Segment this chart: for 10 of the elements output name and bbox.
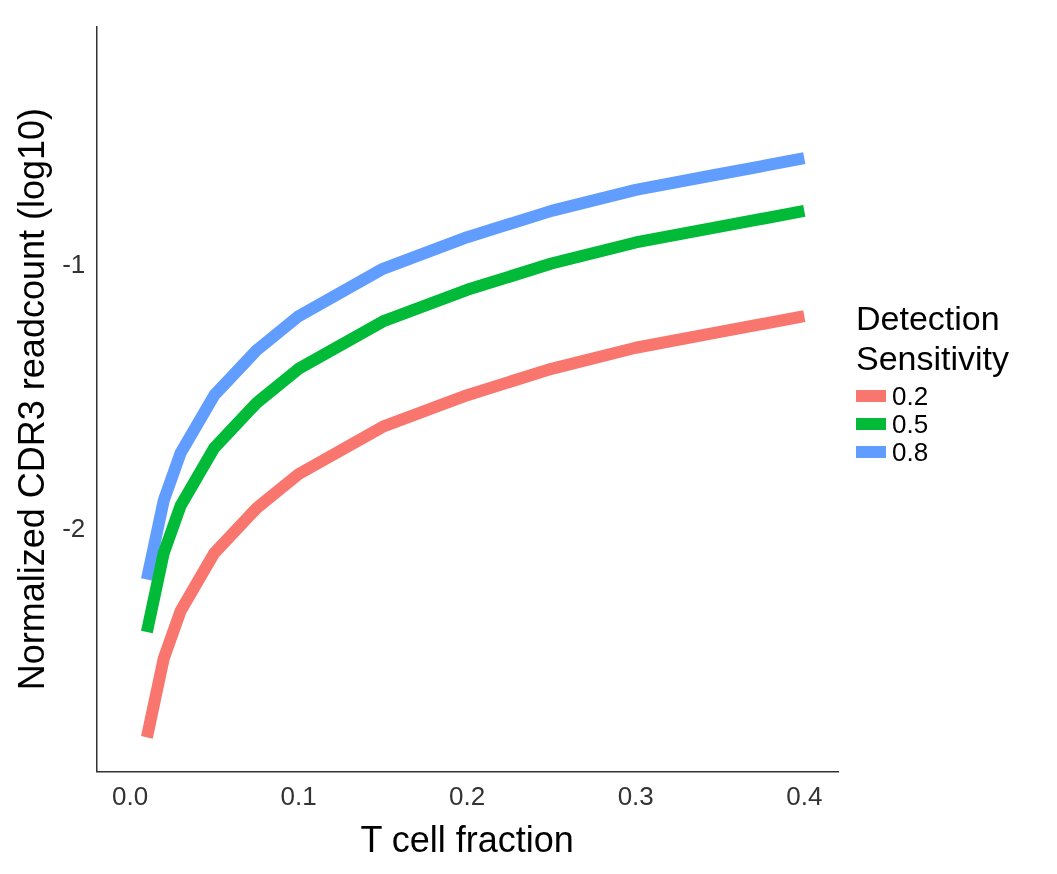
x-tick-label: 0.2 — [449, 781, 486, 812]
x-axis-title: T cell fraction — [360, 819, 574, 861]
x-tick-label: 0.4 — [786, 781, 823, 812]
y-axis-title: Normalized CDR3 readcount (log10) — [10, 107, 52, 691]
y-tick-label: -1 — [62, 249, 86, 280]
legend-title: Detection Sensitivity — [856, 298, 1011, 378]
x-tick-label: 0.1 — [280, 781, 317, 812]
y-tick-label: -2 — [62, 512, 86, 543]
x-tick-label: 0.0 — [111, 781, 149, 812]
x-tick-label: 0.3 — [617, 781, 654, 812]
